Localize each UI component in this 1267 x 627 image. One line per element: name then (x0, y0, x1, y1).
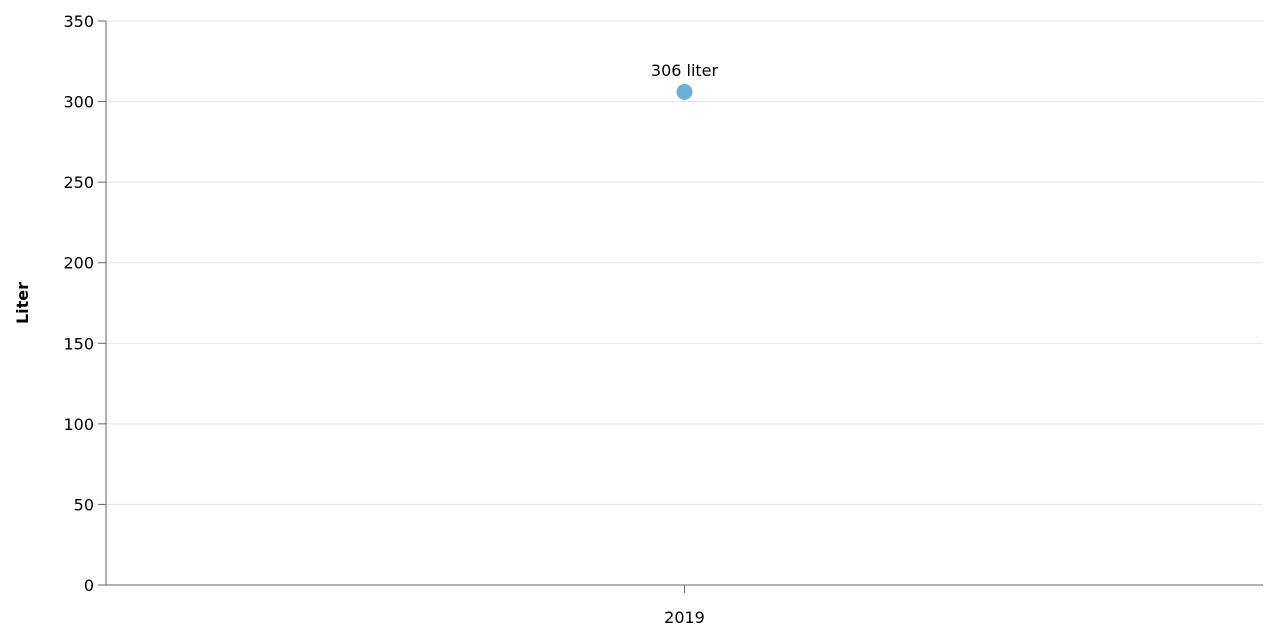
data-point[interactable] (676, 83, 693, 100)
y-axis-ticks: 0 50 100 150 200 250 300 350 (63, 12, 106, 595)
y-tick-label: 100 (63, 415, 94, 434)
y-axis-title: Liter (13, 282, 32, 324)
y-tick-label: 350 (63, 12, 94, 31)
y-tick-label: 50 (74, 495, 94, 514)
y-tick-label: 300 (63, 93, 94, 112)
gridlines (106, 20, 1263, 505)
x-axis-ticks: 2019 (664, 585, 705, 627)
y-tick-label: 200 (63, 254, 94, 273)
y-tick-label: 0 (84, 576, 94, 595)
y-tick-label: 250 (63, 173, 94, 192)
data-points: 306 liter (651, 61, 719, 100)
y-tick-label: 150 (63, 334, 94, 353)
x-tick-label: 2019 (664, 608, 705, 627)
data-label: 306 liter (651, 61, 719, 80)
